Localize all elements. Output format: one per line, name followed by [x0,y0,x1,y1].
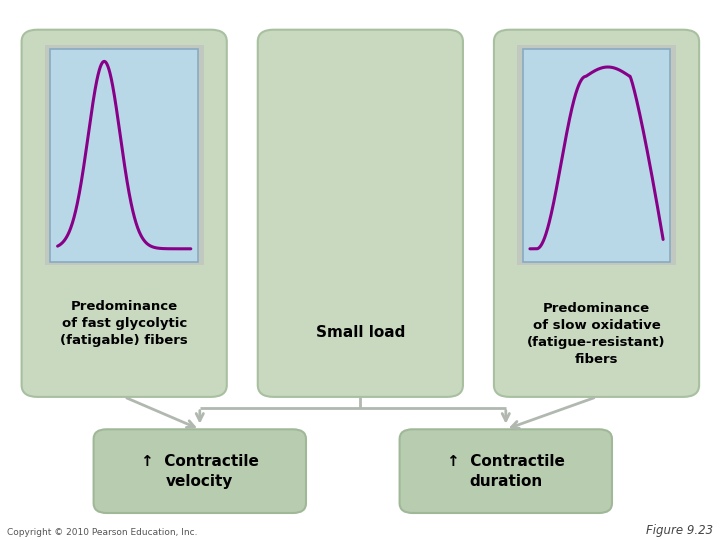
Text: Predominance
of slow oxidative
(fatigue-resistant)
fibers: Predominance of slow oxidative (fatigue-… [527,302,666,367]
Text: Small load: Small load [315,325,405,340]
FancyBboxPatch shape [45,45,204,265]
Text: ↑  Contractile
duration: ↑ Contractile duration [447,454,564,489]
FancyBboxPatch shape [517,45,676,265]
Text: Copyright © 2010 Pearson Education, Inc.: Copyright © 2010 Pearson Education, Inc. [7,528,198,537]
FancyBboxPatch shape [494,30,699,397]
Text: Figure 9.23: Figure 9.23 [646,524,713,537]
FancyBboxPatch shape [94,429,306,513]
FancyBboxPatch shape [50,49,198,261]
Text: Predominance
of fast glycolytic
(fatigable) fibers: Predominance of fast glycolytic (fatigab… [60,300,188,347]
FancyBboxPatch shape [22,30,227,397]
FancyBboxPatch shape [523,49,670,261]
FancyBboxPatch shape [258,30,463,397]
Text: ↑  Contractile
velocity: ↑ Contractile velocity [141,454,258,489]
FancyBboxPatch shape [400,429,612,513]
